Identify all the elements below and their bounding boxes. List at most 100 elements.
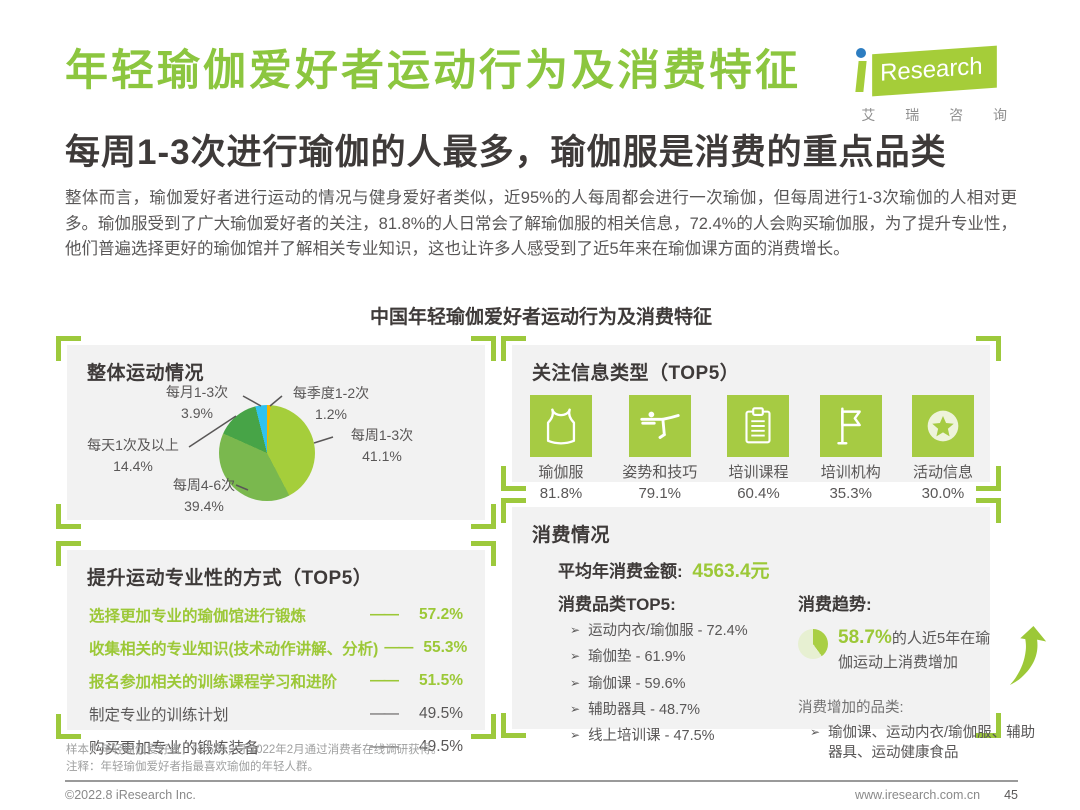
arrow-marker-icon: ➢ [570,675,581,690]
overall-exercise-panel: 整体运动情况 每季度1-2次 1.2% [56,336,496,529]
category-text: 瑜伽课 - 59.6% [588,675,686,692]
info-type-cards: 瑜伽服 81.8% 姿势和技巧 79.1% 培训课程 60.4% 培训机构 35.3% … [512,385,990,504]
method-value: 51.5% [419,672,463,689]
bracket-icon [501,466,526,491]
iresearch-logo: Research 艾 瑞 咨 询 [848,45,1020,125]
method-row: 购买更加专业的锻炼装备 —— 49.5% [67,736,485,758]
intro-paragraph: 整体而言，瑜伽爱好者进行运动的情况与健身爱好者类似，近95%的人每周都会进行一次… [65,189,1017,259]
bracket-icon [976,713,1001,738]
clipboard-icon [727,395,790,457]
bracket-icon [471,541,496,566]
method-dash: —— [370,606,399,623]
logo-i-stem-icon [855,61,867,92]
method-value: 49.5% [419,738,463,755]
bracket-icon [56,714,81,739]
category-text: 瑜伽垫 - 61.9% [588,649,686,666]
page-footer: ©2022.8 iResearch Inc. www.iresearch.com… [65,788,1018,802]
bracket-icon [976,466,1001,491]
info-types-panel: 关注信息类型（TOP5） 瑜伽服 81.8% 姿势和技巧 79.1% 培训课程 60.… [501,336,1001,502]
method-label: 购买更加专业的锻炼装备 [89,740,260,757]
page-header: 年轻瑜伽爱好者运动行为及消费特征 Research 艾 瑞 咨 询 [65,45,1020,125]
method-value: 55.3% [423,639,468,656]
method-value: 57.2% [419,606,463,623]
panel-title-info: 关注信息类型（TOP5） [532,363,740,384]
info-type-card: 姿势和技巧 79.1% [622,395,697,504]
info-type-value: 81.8% [539,485,583,502]
average-spend-line: 平均年消费金额: 4563.4元 [558,556,990,583]
professional-methods-panel: 提升运动专业性的方式（TOP5） 选择更加专业的瑜伽馆进行锻炼 —— 57.2% 收集… [56,541,496,757]
increase-category-item: ➢ 瑜伽课、运动内衣/瑜伽服、辅助器具、运动健康食品 [810,723,1040,764]
top5-categories-label: 消费品类TOP5: [558,595,676,614]
bracket-icon [471,336,496,361]
increase-category-text: 瑜伽课、运动内衣/瑜伽服、辅助器具、运动健康食品 [828,725,1036,762]
logo-wordmark: Research [872,45,997,97]
info-type-card: 培训课程 60.4% [727,395,790,504]
arrow-marker-icon: ➢ [570,701,581,716]
info-type-label: 姿势和技巧 [622,464,698,481]
average-spend-value: 4563.4元 [692,561,770,582]
category-item: ➢ 辅助器具 - 48.7% [570,700,798,720]
bracket-icon [56,504,81,529]
average-spend-label: 平均年消费金额: [558,562,683,581]
method-label: 选择更加专业的瑜伽馆进行锻炼 [89,608,307,625]
method-row: 报名参加相关的训练课程学习和进阶 —— 51.5% [67,670,485,692]
method-value: 49.5% [419,705,463,722]
bracket-icon [501,498,526,523]
trend-text: 58.7%的人近5年在瑜伽运动上消费增加 [838,627,991,671]
copyright-text: ©2022.8 iResearch Inc. [65,788,196,802]
flag-icon [819,395,882,457]
bracket-icon [471,714,496,739]
pie-label: 每天1次及以上 14.4% [87,437,179,474]
up-arrow-icon [1008,624,1048,688]
consumption-panel: 消费情况 平均年消费金额: 4563.4元 消费品类TOP5: ➢ 运动内衣/瑜伽… [501,498,1047,761]
method-dash: —— [370,738,399,755]
info-type-label: 瑜伽服 [538,464,584,481]
trend-label: 消费趋势: [798,595,872,614]
info-type-value: 35.3% [829,485,872,502]
method-row: 收集相关的专业知识(技术动作讲解、分析) —— 55.3% [67,637,485,659]
arrow-marker-icon: ➢ [570,649,581,664]
charts-grid: 整体运动情况 每季度1-2次 1.2% [56,336,1047,761]
arrow-marker-icon: ➢ [570,728,581,743]
category-item: ➢ 瑜伽课 - 59.6% [570,674,798,694]
pie-label: 每季度1-2次 1.2% [292,385,370,422]
info-type-card: 活动信息 30.0% [911,395,974,504]
tank-top-icon [530,395,592,457]
info-type-value: 79.1% [638,485,682,502]
info-type-card: 瑜伽服 81.8% [530,395,592,504]
page-title: 年轻瑜伽爱好者运动行为及消费特征 [65,47,801,95]
category-text: 辅助器具 - 48.7% [588,701,701,718]
bracket-icon [976,498,1001,523]
logo-i-dot-icon [856,48,867,58]
trend-percentage: 58.7% [838,627,892,648]
method-label: 制定专业的训练计划 [89,707,229,724]
arrow-marker-icon: ➢ [810,725,821,739]
panel-title-overall: 整体运动情况 [87,363,205,384]
logo-chinese-name: 艾 瑞 咨 询 [861,107,1020,123]
page-number: 45 [1004,788,1018,802]
bracket-icon [471,504,496,529]
bracket-icon [56,336,81,361]
info-type-label: 培训课程 [728,464,789,481]
method-label: 报名参加相关的训练课程学习和进阶 [89,674,338,691]
increase-categories-list: ➢ 瑜伽课、运动内衣/瑜伽服、辅助器具、运动健康食品 [798,723,1040,764]
info-type-value: 30.0% [921,485,965,502]
category-item: ➢ 线上培训课 - 47.5% [570,726,798,746]
info-type-label: 活动信息 [912,464,973,481]
definition-note: 注释：年轻瑜伽爱好者指最喜欢瑜伽的年轻人群。 [66,761,319,774]
bracket-icon [501,336,526,361]
iresearch-logo-mark: Research [848,45,1020,97]
bracket-icon [976,336,1001,361]
category-text: 运动内衣/瑜伽服 - 72.4% [588,623,748,639]
yoga-pose-icon [628,395,691,457]
website-url: www.iresearch.com.cn [855,788,981,802]
methods-list: 选择更加专业的瑜伽馆进行锻炼 —— 57.2% 收集相关的专业知识(技术动作讲解、分析… [67,604,485,758]
figure-title: 中国年轻瑜伽爱好者运动行为及消费特征 [369,307,712,328]
pie-label: 每周4-6次 39.4% [172,477,236,514]
panel-title-methods: 提升运动专业性的方式（TOP5） [87,568,373,589]
method-label: 收集相关的专业知识(技术动作讲解、分析) [89,641,379,658]
pie-label: 每周1-3次 41.1% [350,427,414,464]
category-text: 线上培训课 - 47.5% [588,728,715,745]
arrow-marker-icon: ➢ [570,623,581,637]
category-item: ➢ 瑜伽垫 - 61.9% [570,647,798,667]
